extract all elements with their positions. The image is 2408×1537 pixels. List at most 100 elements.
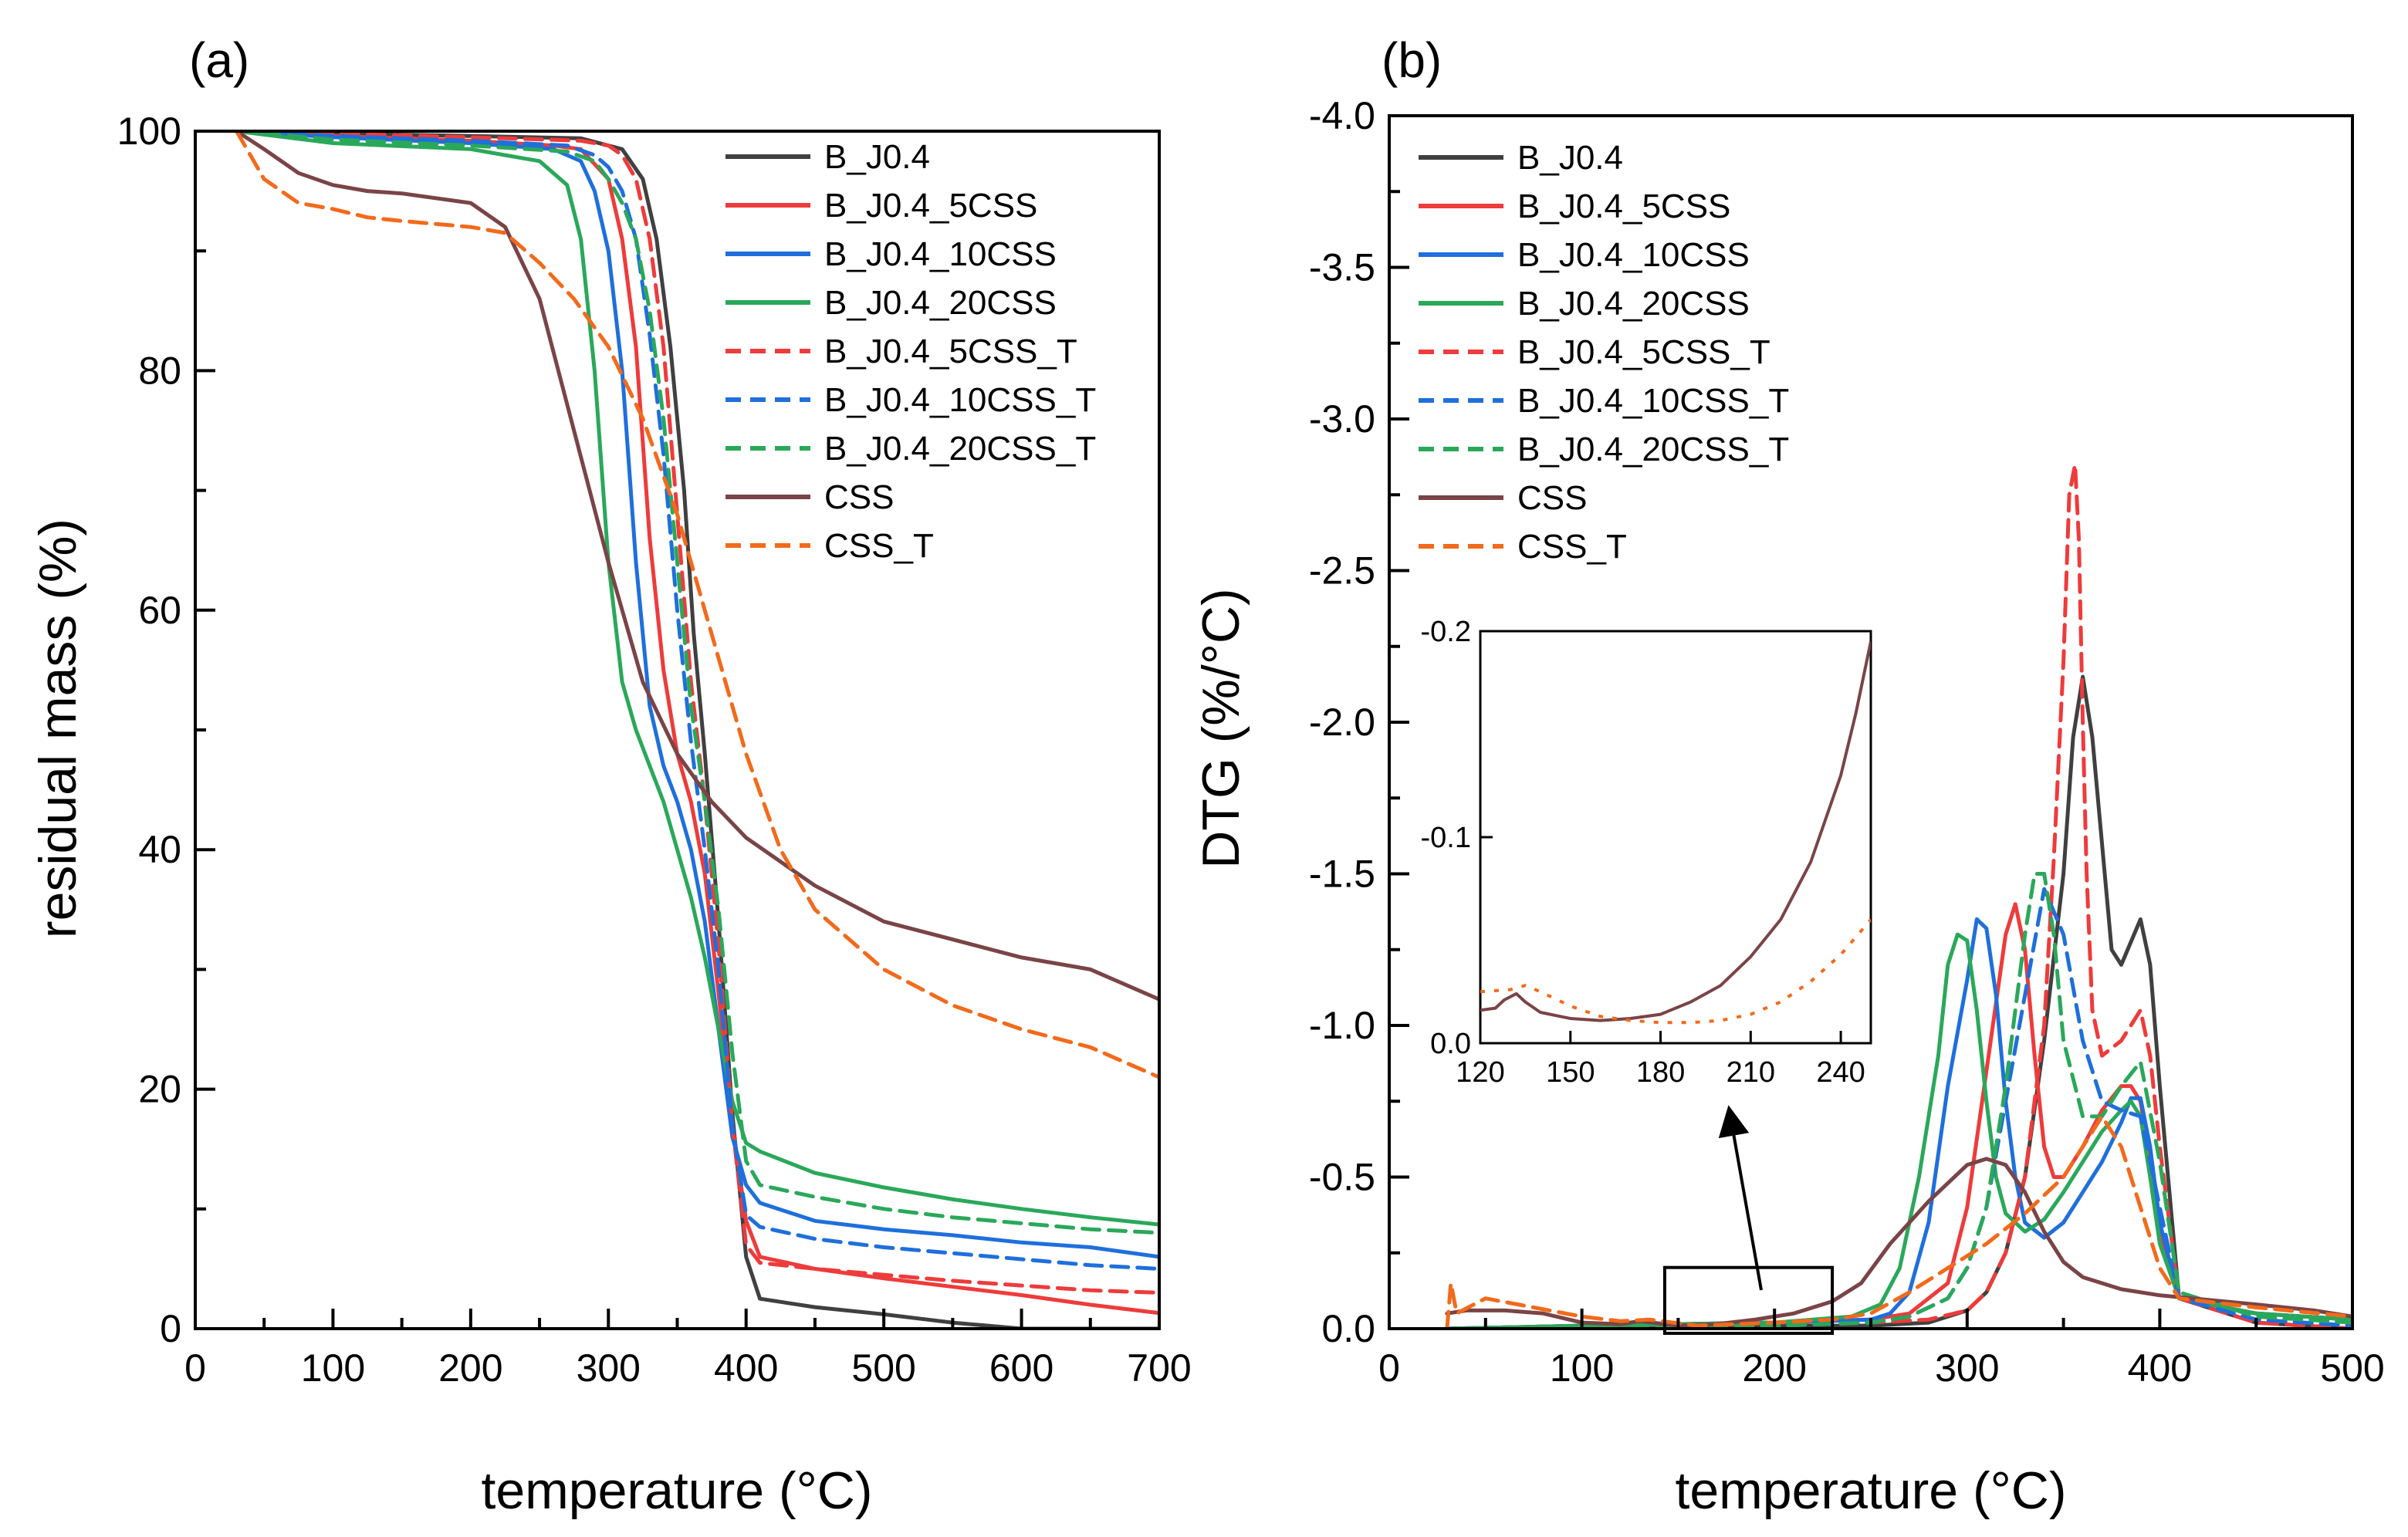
panel-a-plot-area [235,131,1159,1329]
series-line-b-j0-4-20css-t [235,131,1159,1235]
zoom-arrow [1718,1105,1763,1291]
y-tick-label: -3.0 [1309,397,1375,441]
y-tick-label: 60 [138,589,181,632]
legend-label: CSS_T [824,527,934,565]
inset-series-line-css [1480,640,1871,1022]
legend-label: B_J0.4_20CSS [824,284,1057,322]
y-tick-label: -1.5 [1309,853,1375,896]
legend-label: B_J0.4_5CSS [1517,187,1730,225]
y-tick-label: 40 [138,828,181,871]
legend-label: B_J0.4 [1517,139,1623,177]
x-tick-label: 500 [851,1346,915,1390]
y-tick-label: -0.5 [1309,1156,1375,1199]
zoom-box [1662,1265,1835,1335]
panel-b: (b) 0 100 200 300 400 500 0.0 -0.5 -1.0 -1.5 -2.0 -… [1192,32,2385,1520]
legend-item-b-j0-4-20css-t: B_J0.4_20CSS_T [1419,431,1789,468]
inset-frame [1479,630,1872,1045]
x-tick-label: 400 [714,1346,778,1390]
x-tick-label: 600 [989,1346,1054,1390]
series-line-b-j0-4-5css-t [1445,462,2352,1329]
panel-a: (a) 0 100 200 300 400 500 600 700 0 20 40 60 80 100 B… [29,32,1192,1520]
panel-a-y-axis-title: residual mass (%) [29,519,87,938]
legend-item-b-j0-4-10css: B_J0.4_10CSS [1419,236,1750,274]
panel-b-axes: 0 100 200 300 400 500 0.0 -0.5 -1.0 -1.5 -2.0 -2.5 -… [1309,94,2385,1390]
y-tick-label: 0.0 [1321,1307,1375,1350]
inset-x-tick-label: 120 [1456,1056,1504,1089]
series-line-css [1445,1157,2352,1328]
inset-x-tick-label: 180 [1636,1056,1685,1089]
legend-item-b-j0-4-20css: B_J0.4_20CSS [725,284,1057,322]
panel-b-legend: B_J0.4 B_J0.4_5CSS B_J0.4_10CSS B_J0.4_20CS… [1419,139,1789,566]
inset-y-tick-label: -0.1 [1421,822,1471,854]
x-tick-label: 200 [1742,1346,1806,1390]
x-tick-label: 200 [438,1346,502,1390]
y-tick-label: 0 [160,1307,181,1350]
inset-x-tick-label: 150 [1546,1056,1595,1089]
legend-label: CSS [824,478,894,516]
legend-label: CSS [1517,479,1587,517]
y-tick-label: 20 [138,1068,181,1111]
y-tick-label: -2.5 [1309,549,1375,593]
series-line-b-j0-4-10css [235,131,1159,1259]
legend-item-css: CSS [1419,479,1587,517]
legend-item-b-j0-4-5css: B_J0.4_5CSS [725,187,1037,225]
legend-label: B_J0.4_10CSS [1517,236,1750,274]
legend-item-b-j0-4-10css-t: B_J0.4_10CSS_T [725,381,1096,419]
legend-item-b-j0-4-10css: B_J0.4_10CSS [725,235,1057,273]
inset-y-tick-label: 0.0 [1430,1028,1471,1060]
inset-series-line-css-t [1480,918,1871,1025]
legend-label: B_J0.4_5CSS_T [824,333,1077,370]
inset-x-tick-label: 210 [1727,1056,1775,1089]
x-tick-label: 100 [1550,1346,1614,1390]
panel-a-x-axis-title: temperature (°C) [481,1461,872,1520]
x-tick-label: 400 [2128,1346,2192,1390]
legend-item-b-j0-4-5css-t: B_J0.4_5CSS_T [1419,333,1770,371]
panel-a-label: (a) [189,32,249,88]
x-tick-label: 500 [2320,1346,2384,1390]
panel-b-label: (b) [1382,32,1442,88]
panel-b-x-axis-title: temperature (°C) [1675,1461,2066,1520]
legend-label: B_J0.4_10CSS [824,235,1057,273]
legend-label: CSS_T [1517,528,1627,566]
y-tick-label: -1.0 [1309,1004,1375,1047]
legend-item-b-j0-4-20css-t: B_J0.4_20CSS_T [725,430,1096,468]
legend-item-b-j0-4-20css: B_J0.4_20CSS [1419,285,1750,323]
x-tick-label: 100 [301,1346,365,1390]
x-tick-label: 300 [1935,1346,1999,1390]
series-line-css-t [1445,1114,2352,1329]
legend-label: B_J0.4_20CSS_T [1517,431,1789,468]
y-tick-label: 80 [138,349,181,392]
panel-a-legend: B_J0.4 B_J0.4_5CSS B_J0.4_10CSS B_J0.4_20CS… [725,138,1096,565]
series-line-css [235,131,1159,1002]
legend-item-css-t: CSS_T [725,527,934,565]
inset-x-tick-label: 240 [1816,1056,1865,1089]
legend-item-b-j0-4-10css-t: B_J0.4_10CSS_T [1419,382,1789,420]
legend-item-b-j0-4: B_J0.4 [1419,139,1623,177]
legend-item-b-j0-4-5css-t: B_J0.4_5CSS_T [725,333,1077,370]
y-tick-label: -2.0 [1309,701,1375,744]
x-tick-label: 0 [1378,1346,1400,1390]
legend-label: B_J0.4_5CSS [824,187,1037,225]
series-line-b-j0-4-20css-t [1445,872,2352,1329]
legend-label: B_J0.4_10CSS_T [1517,382,1789,420]
x-tick-label: 0 [184,1346,206,1390]
panel-b-inset: 120 150 180 210 240 0.0 -0.1 -0.2 [1421,616,1872,1335]
legend-label: B_J0.4_5CSS_T [1517,333,1770,371]
series-line-css-t [235,131,1159,1079]
series-line-b-j0-4-5css [235,131,1159,1316]
legend-label: B_J0.4_10CSS_T [824,381,1096,419]
legend-item-b-j0-4: B_J0.4 [725,138,930,176]
legend-label: B_J0.4 [824,138,930,176]
panel-b-y-axis-title: DTG (%/°C) [1192,588,1250,868]
inset-y-tick-label: -0.2 [1421,616,1471,648]
legend-label: B_J0.4_20CSS_T [824,430,1096,468]
series-line-b-j0-4-20css [235,131,1159,1227]
legend-label: B_J0.4_20CSS [1517,285,1750,323]
y-tick-label: -4.0 [1309,94,1375,137]
y-tick-label: 100 [117,110,181,153]
y-tick-label: -3.5 [1309,246,1375,289]
x-tick-label: 300 [577,1346,641,1390]
panel-a-axes: 0 100 200 300 400 500 600 700 0 20 40 60 80 100 [117,110,1192,1390]
legend-item-css: CSS [725,478,894,516]
